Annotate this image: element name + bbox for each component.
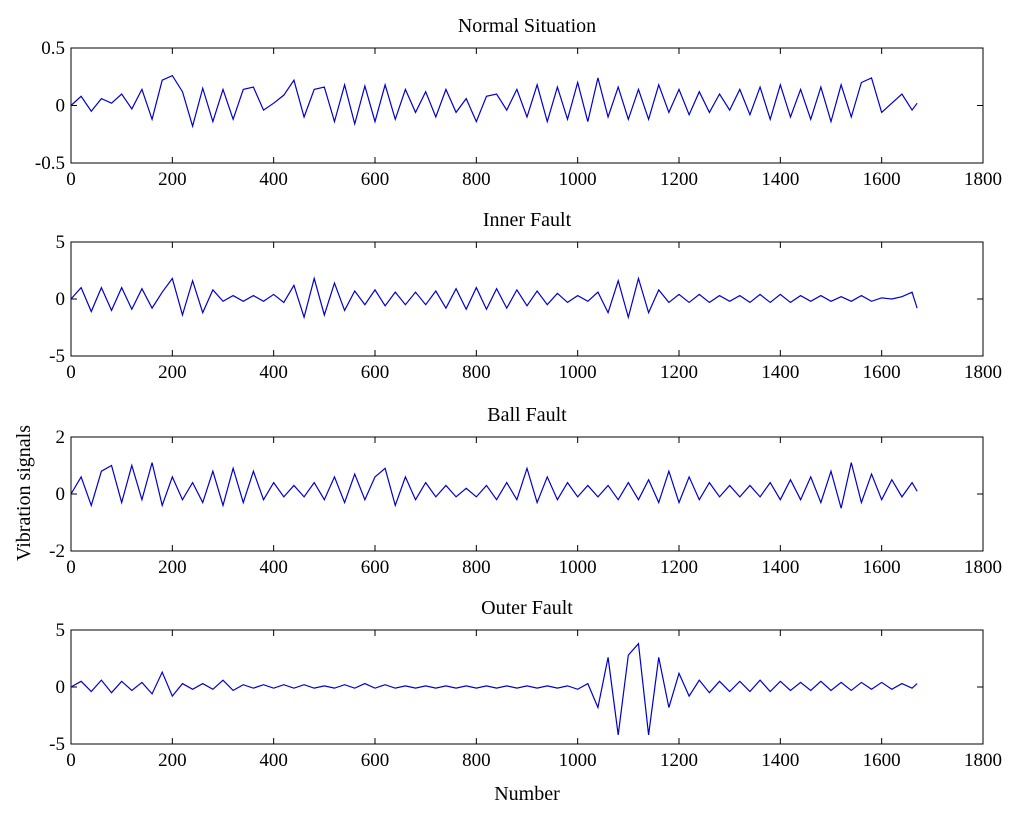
- x-tick-label: 600: [361, 750, 390, 771]
- x-tick-label: 400: [259, 557, 288, 578]
- x-tick-label: 1000: [559, 557, 597, 578]
- x-tick-label: 200: [158, 557, 187, 578]
- signal-line-1: [70, 642, 918, 735]
- x-tick-label: 0: [66, 750, 76, 771]
- x-tick-label: 1800: [964, 750, 1002, 771]
- x-tick-label: 800: [462, 750, 491, 771]
- subplot-1: Normal Situation 0 200 400 600 800 1000 1200 140…: [35, 15, 1002, 190]
- y-tick-label: -2: [49, 541, 65, 562]
- y-tick-label: -5: [49, 346, 65, 367]
- x-tick-label: 1200: [660, 750, 698, 771]
- x-tick-label: 1600: [863, 557, 901, 578]
- x-tick-label: 1600: [863, 362, 901, 383]
- x-tick-label: 800: [462, 169, 491, 190]
- subplot-title: Inner Fault: [483, 209, 572, 231]
- x-tick-label: 1600: [863, 750, 901, 771]
- y-tick-label: 0: [56, 289, 66, 310]
- subplot-title: Normal Situation: [458, 15, 596, 37]
- subplot-4: Outer Fault 0 200 400 600 800 1000 1200 1400 1600…: [49, 597, 1002, 771]
- x-tick-label: 1400: [761, 169, 799, 190]
- x-tick-label: 600: [361, 557, 390, 578]
- x-tick-label: 1600: [863, 169, 901, 190]
- y-tick-label: 5: [56, 620, 66, 641]
- x-tick-label: 1400: [761, 362, 799, 383]
- x-axis-label: Number: [494, 783, 560, 805]
- x-tick-label: 1200: [660, 362, 698, 383]
- x-tick-label: 600: [361, 362, 390, 383]
- y-tick-label: -5: [49, 734, 65, 755]
- x-tick-label: 1200: [660, 557, 698, 578]
- y-tick-label: 0: [56, 677, 66, 698]
- x-tick-label: 400: [259, 169, 288, 190]
- x-tick-label: 200: [158, 362, 187, 383]
- x-tick-label: 200: [158, 169, 187, 190]
- x-tick-label: 1000: [559, 750, 597, 771]
- x-tick-label: 400: [259, 362, 288, 383]
- subplot-title: Outer Fault: [481, 597, 573, 619]
- x-tick-label: 400: [259, 750, 288, 771]
- y-axis-label: Vibration signals: [13, 425, 35, 561]
- y-tick-label: 5: [56, 232, 66, 253]
- subplot-2: Inner Fault 0 200 400 600 800 1000 1200 1400 1600…: [49, 209, 1002, 383]
- signal-line-1: [70, 74, 918, 129]
- x-tick-label: 0: [66, 557, 76, 578]
- x-tick-label: 600: [361, 169, 390, 190]
- subplot-3: Ball Fault 0 200 400 600 800 1000 1200 1400 1600 1…: [49, 404, 1002, 578]
- x-tick-label: 800: [462, 362, 491, 383]
- x-tick-label: 1200: [660, 169, 698, 190]
- plot-frame: [70, 436, 984, 552]
- y-tick-label: 0: [56, 96, 66, 117]
- x-tick-label: 200: [158, 750, 187, 771]
- signal-line-1: [70, 276, 918, 320]
- y-tick-label: 2: [56, 427, 66, 448]
- x-tick-label: 1400: [761, 557, 799, 578]
- x-tick-label: 1000: [559, 169, 597, 190]
- x-tick-label: 800: [462, 557, 491, 578]
- x-tick-label: 0: [66, 362, 76, 383]
- x-tick-label: 1800: [964, 169, 1002, 190]
- y-tick-label: 0: [56, 484, 66, 505]
- y-tick-label: -0.5: [35, 153, 65, 174]
- subplot-title: Ball Fault: [487, 404, 567, 426]
- x-tick-label: 1800: [964, 557, 1002, 578]
- x-tick-label: 1000: [559, 362, 597, 383]
- signal-line-1: [70, 462, 918, 509]
- x-tick-label: 1400: [761, 750, 799, 771]
- x-tick-label: 0: [66, 169, 76, 190]
- y-tick-label: 0.5: [41, 38, 65, 59]
- x-tick-label: 1800: [964, 362, 1002, 383]
